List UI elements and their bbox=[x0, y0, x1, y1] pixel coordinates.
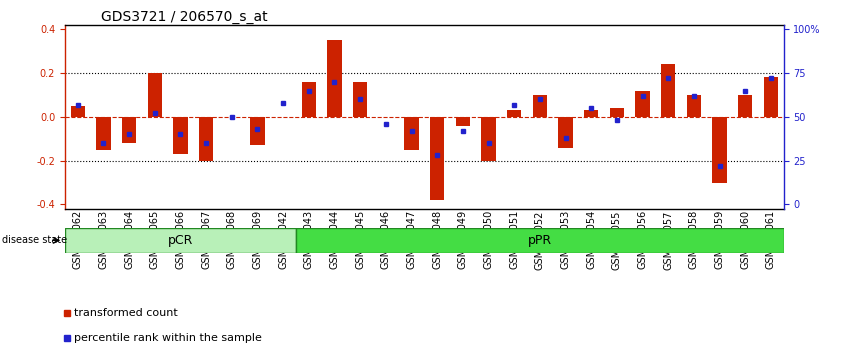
Bar bbox=[481, 117, 495, 161]
Bar bbox=[173, 117, 188, 154]
Text: GDS3721 / 206570_s_at: GDS3721 / 206570_s_at bbox=[100, 10, 268, 24]
Bar bbox=[199, 117, 213, 161]
Bar bbox=[301, 82, 316, 117]
Bar bbox=[96, 117, 111, 150]
Bar bbox=[585, 110, 598, 117]
Bar bbox=[296, 228, 784, 253]
Bar bbox=[71, 106, 85, 117]
Text: transformed count: transformed count bbox=[74, 308, 178, 318]
Text: percentile rank within the sample: percentile rank within the sample bbox=[74, 333, 262, 343]
Bar bbox=[404, 117, 418, 150]
Bar bbox=[65, 228, 296, 253]
Bar bbox=[353, 82, 367, 117]
Bar bbox=[687, 95, 701, 117]
Bar bbox=[764, 78, 778, 117]
Bar bbox=[713, 117, 727, 183]
Bar bbox=[430, 117, 444, 200]
Bar bbox=[327, 40, 341, 117]
Text: disease state: disease state bbox=[2, 235, 67, 245]
Bar bbox=[738, 95, 753, 117]
Bar bbox=[507, 110, 521, 117]
Bar bbox=[559, 117, 572, 148]
Bar bbox=[122, 117, 136, 143]
Bar bbox=[661, 64, 675, 117]
Text: pCR: pCR bbox=[168, 234, 193, 247]
Bar bbox=[636, 91, 650, 117]
Bar bbox=[533, 95, 547, 117]
Bar bbox=[610, 108, 624, 117]
Bar bbox=[456, 117, 470, 126]
Bar bbox=[148, 73, 162, 117]
Text: pPR: pPR bbox=[527, 234, 552, 247]
Bar bbox=[250, 117, 264, 145]
